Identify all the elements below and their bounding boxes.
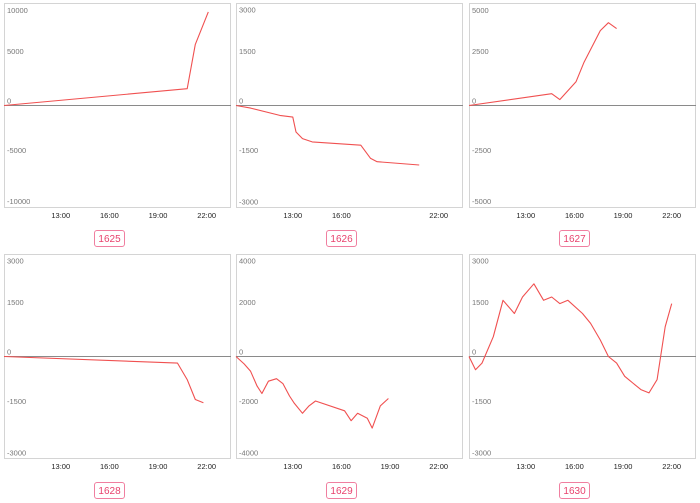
y-tick-label: -3000: [472, 449, 491, 458]
y-tick-label: 3000: [472, 256, 489, 265]
series-line: [235, 356, 389, 429]
x-tick-label: 13:00: [283, 462, 302, 471]
x-tick-label: 22:00: [197, 462, 216, 471]
x-tick-label: 22:00: [429, 462, 448, 471]
y-tick-label: 0: [239, 97, 243, 106]
y-tick-label: 2000: [239, 298, 256, 307]
y-tick-label: 0: [472, 97, 476, 106]
y-tick-label: 3000: [239, 5, 256, 14]
chart-svg: 3000 1500 0 -1500 -3000 13:00 16:00 22:00: [235, 3, 463, 220]
y-tick-label: 0: [239, 348, 243, 357]
x-tick-label: 22:00: [662, 462, 681, 471]
y-tick-label: -1500: [7, 397, 26, 406]
x-tick-label: 16:00: [100, 462, 119, 471]
chart-panel-1625: 10000 5000 0 -5000 -10000 13:00 16:00 19:00 22:0…: [3, 3, 231, 220]
x-tick-label: 19:00: [614, 462, 633, 471]
x-tick-label: 19:00: [149, 462, 168, 471]
chart-panel-1628: 3000 1500 0 -1500 -3000 13:00 16:00 19:00 22:00: [3, 254, 231, 471]
y-tick-label: -1500: [472, 397, 491, 406]
series-line: [468, 283, 673, 394]
x-tick-label: 13:00: [516, 462, 535, 471]
y-tick-label: 0: [7, 348, 11, 357]
chart-svg: 4000 2000 0 -2000 -4000 13:00 16:00 19:00 22:00: [235, 254, 463, 471]
series-line: [468, 22, 617, 107]
chart-svg: 3000 1500 0 -1500 -3000 13:00 16:00 19:00 22:00: [3, 254, 231, 471]
x-tick-label: 16:00: [565, 462, 584, 471]
y-tick-label: 5000: [7, 47, 24, 56]
y-tick-label: 0: [472, 348, 476, 357]
y-tick-label: -5000: [472, 197, 491, 206]
y-tick-label: -4000: [239, 448, 258, 457]
x-tick-label: 13:00: [516, 211, 535, 220]
x-tick-label: 19:00: [149, 211, 168, 220]
contract-badge[interactable]: 1629: [326, 482, 357, 499]
y-tick-label: -3000: [7, 449, 26, 458]
y-tick-label: -2000: [239, 397, 258, 406]
contract-badge[interactable]: 1625: [94, 230, 125, 247]
y-tick-label: -1500: [239, 146, 258, 155]
y-tick-label: -3000: [239, 198, 258, 207]
y-tick-label: 1500: [7, 298, 24, 307]
chart-svg: 10000 5000 0 -5000 -10000 13:00 16:00 19:00 22:0…: [3, 3, 231, 220]
series-line: [235, 104, 420, 166]
series-line: [3, 11, 209, 107]
x-tick-label: 16:00: [100, 211, 119, 220]
y-tick-label: -2500: [472, 146, 491, 155]
y-tick-label: 1500: [239, 47, 256, 56]
x-tick-label: 16:00: [565, 211, 584, 220]
y-tick-label: -10000: [7, 197, 30, 206]
x-tick-label: 19:00: [381, 462, 400, 471]
y-tick-label: 2500: [472, 47, 489, 56]
y-tick-label: 1500: [472, 298, 489, 307]
chart-panel-1626: 3000 1500 0 -1500 -3000 13:00 16:00 22:00: [235, 3, 463, 220]
x-tick-label: 22:00: [197, 211, 216, 220]
contract-badge[interactable]: 1626: [326, 230, 357, 247]
x-tick-label: 16:00: [332, 211, 351, 220]
x-tick-label: 13:00: [51, 211, 70, 220]
x-tick-label: 13:00: [51, 462, 70, 471]
series-line: [3, 355, 204, 404]
chart-svg: 3000 1500 0 -1500 -3000 13:00 16:00 19:00 22:00: [468, 254, 696, 471]
chart-panel-1627: 5000 2500 0 -2500 -5000 13:00 16:00 19:00 22:00: [468, 3, 696, 220]
chart-panel-1630: 3000 1500 0 -1500 -3000 13:00 16:00 19:00 22:00: [468, 254, 696, 471]
x-tick-label: 22:00: [662, 211, 681, 220]
x-tick-label: 22:00: [429, 211, 448, 220]
chart-svg: 5000 2500 0 -2500 -5000 13:00 16:00 19:00 22:00: [468, 3, 696, 220]
y-tick-label: 10000: [7, 6, 28, 15]
y-tick-label: -5000: [7, 146, 26, 155]
y-tick-label: 5000: [472, 6, 489, 15]
contract-badge[interactable]: 1630: [559, 482, 590, 499]
y-tick-label: 0: [7, 97, 11, 106]
chart-panel-1629: 4000 2000 0 -2000 -4000 13:00 16:00 19:00 22:00: [235, 254, 463, 471]
contract-badge[interactable]: 1628: [94, 482, 125, 499]
y-tick-label: 4000: [239, 257, 256, 266]
x-tick-label: 13:00: [283, 211, 302, 220]
x-tick-label: 19:00: [614, 211, 633, 220]
x-tick-label: 16:00: [332, 462, 351, 471]
y-tick-label: 3000: [7, 256, 24, 265]
contract-badge[interactable]: 1627: [559, 230, 590, 247]
